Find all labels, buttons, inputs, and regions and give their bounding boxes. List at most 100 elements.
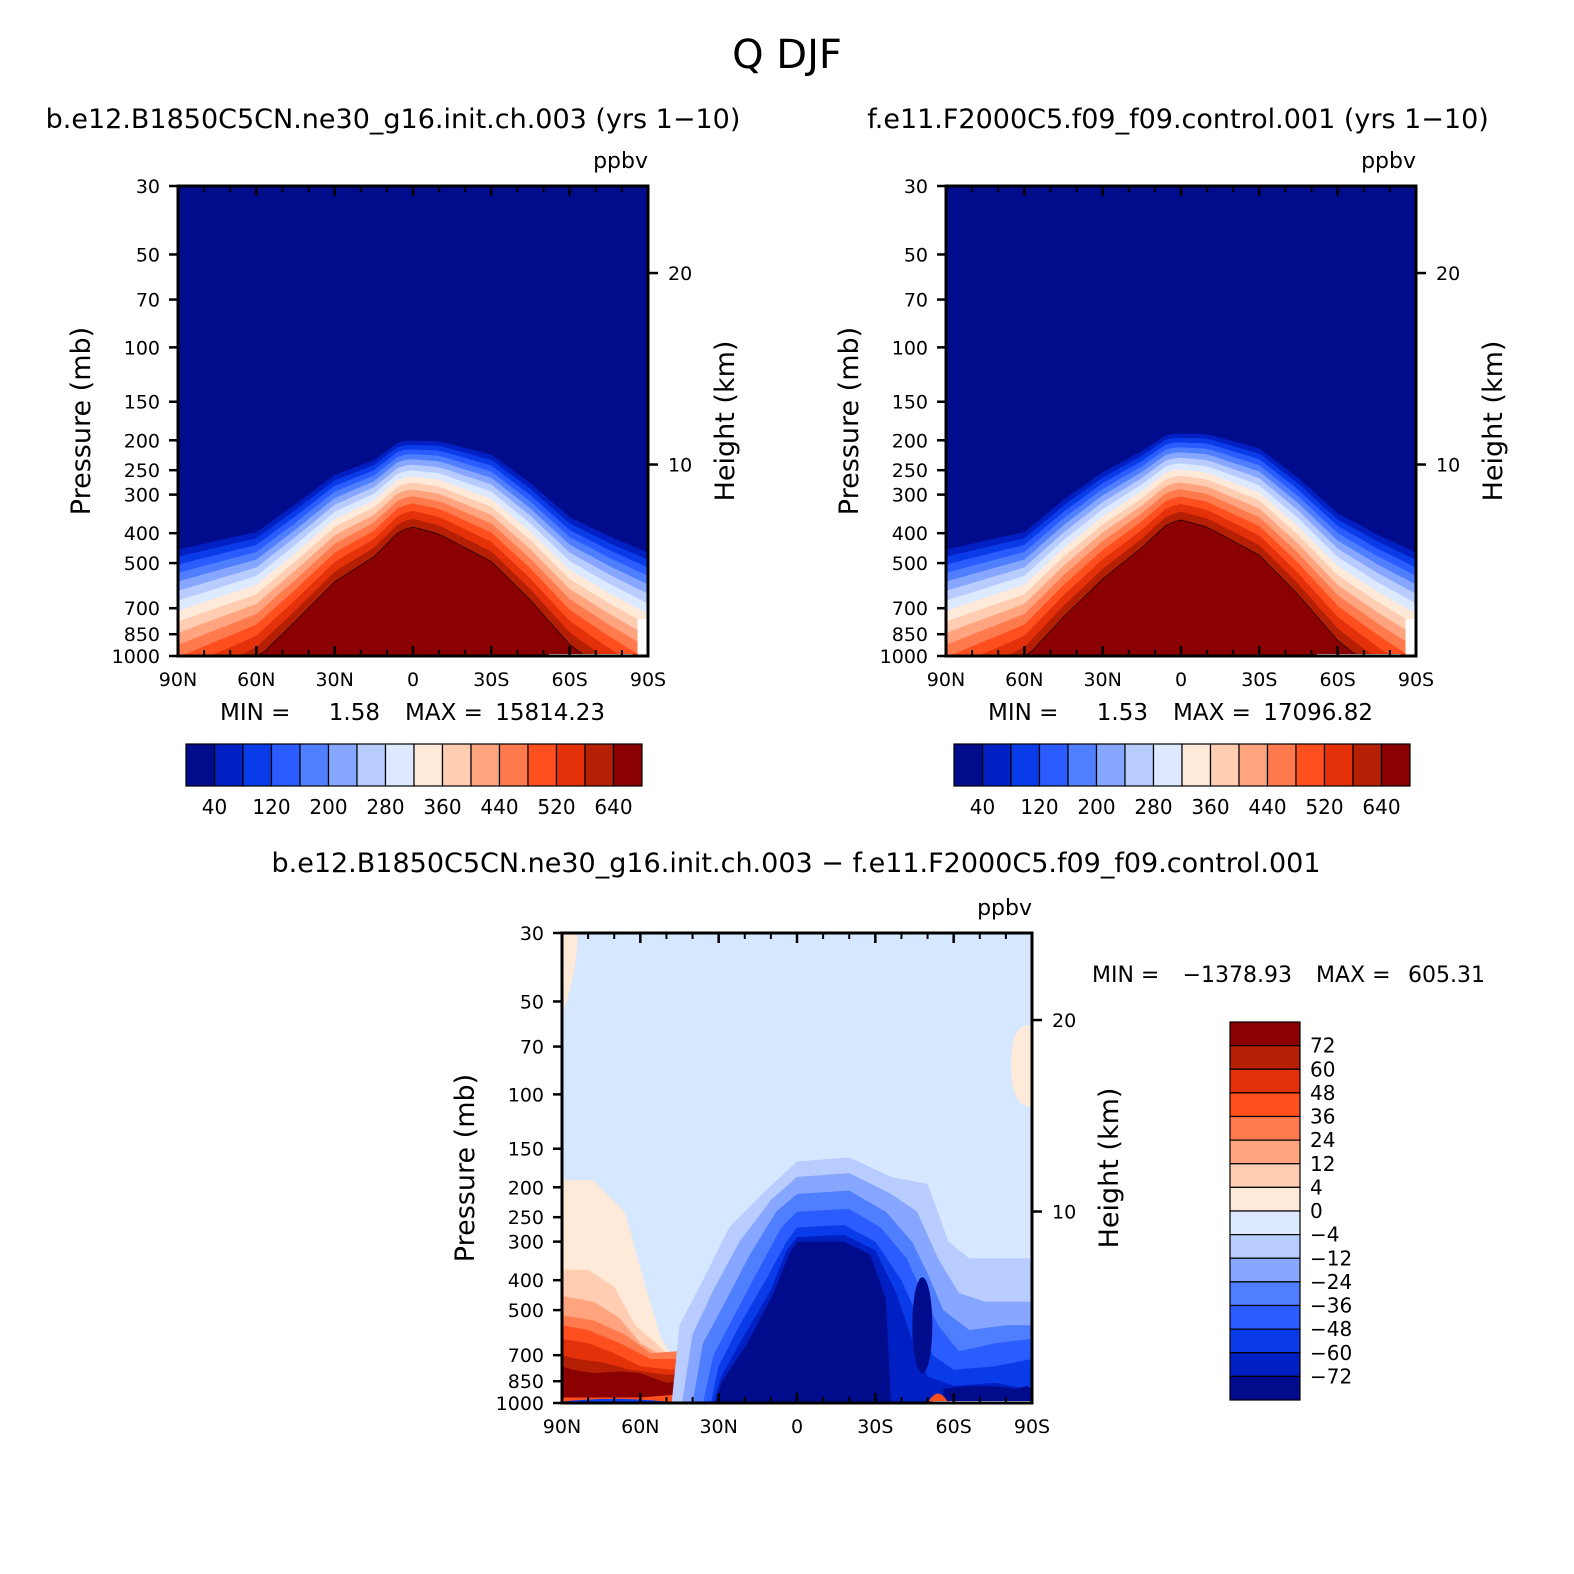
lat-tick-label: 0 <box>1175 669 1187 691</box>
height-tick-label: 20 <box>1052 1010 1076 1032</box>
colorbar-label: −12 <box>1310 1246 1352 1270</box>
colorbar-label: 200 <box>309 795 347 819</box>
colorbar-label: 40 <box>970 795 995 819</box>
colorbar-label: 640 <box>594 795 632 819</box>
colorbar-swatch <box>555 743 586 787</box>
colorbar-swatch <box>1038 743 1069 787</box>
axis-ticks: 3050701001502002503004005007008501000201… <box>112 176 693 691</box>
min-label: MIN = <box>1092 963 1159 988</box>
colorbar-swatch <box>299 743 330 787</box>
min-label: MIN = <box>220 700 290 726</box>
pressure-tick-label: 250 <box>508 1207 544 1229</box>
lat-tick-label: 60N <box>1005 669 1043 691</box>
min-max-stats: MIN = 1.58 MAX = 15814.23 <box>220 700 605 726</box>
contour-field <box>946 186 1416 656</box>
colorbar-swatch <box>1323 743 1354 787</box>
pressure-tick-label: 250 <box>124 460 160 482</box>
colorbar-swatch <box>1229 1257 1301 1283</box>
y-axis-label: Pressure (mb) <box>450 1074 481 1262</box>
colorbar-label: 200 <box>1077 795 1115 819</box>
colorbar-swatch <box>441 743 472 787</box>
colorbar-label: 440 <box>1248 795 1286 819</box>
colorbar-label: 48 <box>1310 1081 1335 1105</box>
colorbar-swatch <box>1352 743 1383 787</box>
pressure-tick-label: 700 <box>508 1345 544 1367</box>
colorbar-label: 360 <box>423 795 461 819</box>
units-label: ppbv <box>593 149 648 174</box>
pressure-tick-label: 850 <box>508 1371 544 1393</box>
colorbar-label: 40 <box>202 795 227 819</box>
colorbar-swatch <box>612 743 643 787</box>
max-value: 605.31 <box>1408 963 1485 988</box>
y2-axis-label: Height (km) <box>1094 1088 1125 1249</box>
lat-tick-label: 30N <box>1083 669 1121 691</box>
units-label: ppbv <box>1361 149 1416 174</box>
min-value: −1378.93 <box>1183 963 1292 988</box>
pressure-tick-label: 400 <box>892 523 928 545</box>
colorbar-swatch <box>356 743 387 787</box>
contour-lobe-negative <box>943 1385 1032 1403</box>
pressure-tick-label: 300 <box>508 1232 544 1254</box>
pressure-tick-label: 300 <box>124 485 160 507</box>
height-tick-label: 10 <box>668 455 692 477</box>
colorbar-swatch <box>242 743 273 787</box>
figure-title: Q DJF <box>732 32 842 78</box>
pressure-tick-label: 400 <box>124 523 160 545</box>
height-tick-label: 20 <box>668 263 692 285</box>
contour-band-cool-6 <box>716 1241 891 1403</box>
pressure-tick-label: 30 <box>136 176 160 198</box>
lat-tick-label: 90S <box>1398 669 1434 691</box>
colorbar-swatch <box>1229 1281 1301 1307</box>
pressure-tick-label: 300 <box>892 485 928 507</box>
colorbar-swatch <box>1229 1139 1301 1165</box>
colorbar-swatch <box>1124 743 1155 787</box>
axis-ticks: 3050701001502002503004005007008501000201… <box>880 176 1461 691</box>
y2-axis-label: Height (km) <box>1478 341 1509 502</box>
colorbar-label: 72 <box>1310 1034 1335 1058</box>
pressure-tick-label: 100 <box>124 337 160 359</box>
colorbar-swatch <box>1295 743 1326 787</box>
min-value: 1.53 <box>1097 700 1148 726</box>
pressure-tick-label: 150 <box>124 392 160 414</box>
colorbar-swatch <box>981 743 1012 787</box>
colorbar-label: −4 <box>1310 1223 1339 1247</box>
lat-tick-label: 30S <box>1241 669 1277 691</box>
colorbar-label: 120 <box>1020 795 1058 819</box>
pressure-tick-label: 500 <box>508 1300 544 1322</box>
colorbar-swatch <box>1229 1115 1301 1141</box>
pressure-tick-label: 850 <box>892 624 928 646</box>
lat-tick-label: 30S <box>857 1416 893 1438</box>
contour-blob-positive <box>562 933 578 1015</box>
panel-model-f: f.e11.F2000C5.f09_f09.control.001 (yrs 1… <box>834 104 1509 819</box>
pressure-tick-label: 100 <box>508 1084 544 1106</box>
colorbar-label: 520 <box>537 795 575 819</box>
panel-title: f.e11.F2000C5.f09_f09.control.001 (yrs 1… <box>867 104 1489 135</box>
lat-tick-label: 90S <box>630 669 666 691</box>
colorbar-swatch <box>1229 1328 1301 1354</box>
height-tick-label: 10 <box>1052 1202 1076 1224</box>
pressure-tick-label: 150 <box>892 392 928 414</box>
colorbar-swatch <box>1095 743 1126 787</box>
colorbar-label: 360 <box>1191 795 1229 819</box>
pressure-tick-label: 30 <box>520 923 544 945</box>
panel-title: b.e12.B1850C5CN.ne30_g16.init.ch.003 − f… <box>271 848 1320 879</box>
lat-tick-label: 60S <box>1320 669 1356 691</box>
colorbar-label: 0 <box>1310 1199 1323 1223</box>
colorbar-swatch <box>185 743 216 787</box>
colorbar-swatch <box>1229 1304 1301 1330</box>
lat-tick-label: 30N <box>315 669 353 691</box>
colorbar-swatch <box>1229 1186 1301 1212</box>
colorbar-label: 60 <box>1310 1057 1335 1081</box>
colorbar-label: 280 <box>366 795 404 819</box>
y-axis-label: Pressure (mb) <box>834 327 865 515</box>
colorbar-swatch <box>1229 1163 1301 1188</box>
pressure-tick-label: 50 <box>520 991 544 1013</box>
lat-tick-label: 60S <box>936 1416 972 1438</box>
colorbar-swatch <box>1229 1210 1301 1236</box>
max-label: MAX = <box>1173 700 1251 726</box>
lat-tick-label: 90N <box>927 669 965 691</box>
pressure-tick-label: 700 <box>124 598 160 620</box>
lat-tick-label: 0 <box>791 1416 803 1438</box>
contour-lobe-negative <box>912 1277 933 1374</box>
